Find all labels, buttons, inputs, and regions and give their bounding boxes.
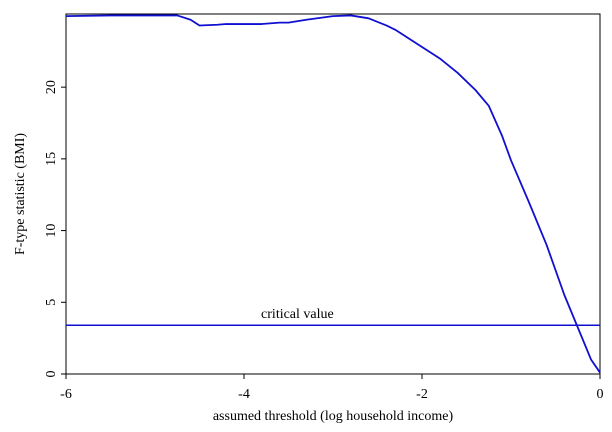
x-tick-label: -2 bbox=[416, 387, 428, 402]
x-tick-label: -4 bbox=[238, 387, 250, 402]
y-tick-label: 0 bbox=[44, 371, 59, 378]
plot-frame bbox=[65, 13, 601, 375]
x-tick-label: -6 bbox=[60, 387, 72, 402]
y-tick-label: 5 bbox=[44, 299, 59, 306]
data-line bbox=[65, 14, 601, 374]
y-tick-label: 10 bbox=[44, 224, 59, 238]
y-tick-label: 15 bbox=[44, 152, 59, 166]
x-tick-label: 0 bbox=[597, 387, 604, 402]
y-tick-label: 20 bbox=[44, 80, 59, 94]
y-axis-label: F-type statistic (BMI) bbox=[13, 133, 28, 255]
x-axis-label: assumed threshold (log household income) bbox=[213, 409, 454, 424]
critical-value-label: critical value bbox=[261, 307, 334, 322]
